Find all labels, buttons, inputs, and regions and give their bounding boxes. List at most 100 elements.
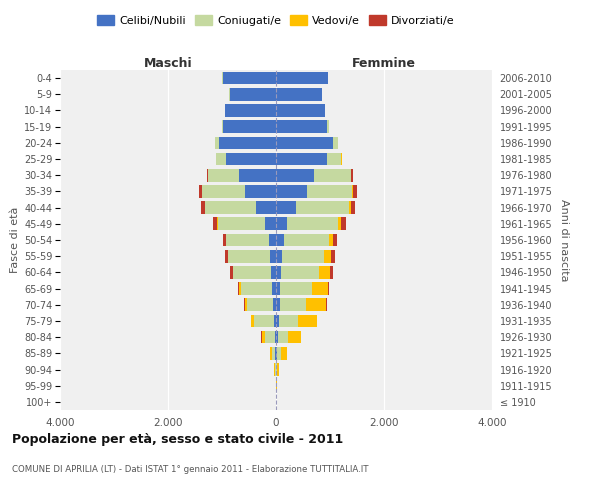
Bar xyxy=(328,282,329,295)
Bar xyxy=(282,250,324,262)
Bar xyxy=(276,72,328,85)
Text: Femmine: Femmine xyxy=(352,57,416,70)
Bar xyxy=(276,347,277,360)
Bar xyxy=(225,104,276,117)
Bar xyxy=(352,169,353,181)
Bar xyxy=(223,72,276,85)
Bar xyxy=(349,202,351,214)
Bar xyxy=(273,298,276,311)
Bar xyxy=(270,250,276,262)
Bar xyxy=(331,250,335,262)
Bar xyxy=(239,282,241,295)
Bar xyxy=(277,363,279,376)
Bar xyxy=(256,202,276,214)
Bar xyxy=(276,298,280,311)
Bar xyxy=(341,152,342,166)
Bar xyxy=(298,314,317,328)
Bar xyxy=(222,120,223,133)
Bar xyxy=(206,169,208,181)
Bar xyxy=(287,218,338,230)
Bar xyxy=(271,347,272,360)
Legend: Celibi/Nubili, Coniugati/e, Vedovi/e, Divorziati/e: Celibi/Nubili, Coniugati/e, Vedovi/e, Di… xyxy=(93,10,459,30)
Bar xyxy=(296,202,349,214)
Bar xyxy=(251,314,254,328)
Bar xyxy=(199,185,202,198)
Bar xyxy=(281,347,287,360)
Bar xyxy=(275,331,276,344)
Bar xyxy=(341,218,346,230)
Bar xyxy=(329,234,333,246)
Bar xyxy=(276,88,322,101)
Bar xyxy=(324,250,331,262)
Bar xyxy=(229,250,270,262)
Bar xyxy=(333,234,337,246)
Text: Popolazione per età, sesso e stato civile - 2011: Popolazione per età, sesso e stato civil… xyxy=(12,432,343,446)
Bar xyxy=(327,152,341,166)
Y-axis label: Anni di nascita: Anni di nascita xyxy=(559,198,569,281)
Bar xyxy=(226,152,276,166)
Bar xyxy=(230,266,233,278)
Bar xyxy=(284,234,329,246)
Bar xyxy=(269,234,276,246)
Bar xyxy=(327,120,329,133)
Bar xyxy=(208,169,239,181)
Y-axis label: Fasce di età: Fasce di età xyxy=(10,207,20,273)
Bar xyxy=(215,136,219,149)
Bar xyxy=(271,266,276,278)
Bar xyxy=(307,185,352,198)
Bar xyxy=(312,282,328,295)
Bar xyxy=(276,331,278,344)
Bar xyxy=(245,298,247,311)
Bar xyxy=(239,169,276,181)
Bar xyxy=(276,218,287,230)
Bar xyxy=(280,298,306,311)
Bar xyxy=(353,185,356,198)
Bar xyxy=(226,234,269,246)
Bar xyxy=(265,218,276,230)
Bar xyxy=(233,266,271,278)
Bar xyxy=(238,282,239,295)
Bar xyxy=(230,88,276,101)
Bar xyxy=(241,282,272,295)
Text: COMUNE DI APRILIA (LT) - Dati ISTAT 1° gennaio 2011 - Elaborazione TUTTITALIA.IT: COMUNE DI APRILIA (LT) - Dati ISTAT 1° g… xyxy=(12,466,368,474)
Bar xyxy=(254,314,274,328)
Bar xyxy=(276,314,279,328)
Bar xyxy=(245,185,276,198)
Bar xyxy=(279,314,298,328)
Bar xyxy=(201,202,205,214)
Bar xyxy=(274,314,276,328)
Bar xyxy=(314,169,351,181)
Bar xyxy=(244,298,245,311)
Bar xyxy=(202,185,245,198)
Bar xyxy=(280,282,312,295)
Bar xyxy=(276,202,296,214)
Bar xyxy=(338,218,341,230)
Bar xyxy=(276,250,282,262)
Bar xyxy=(351,202,355,214)
Bar xyxy=(276,120,327,133)
Bar xyxy=(225,250,228,262)
Bar xyxy=(214,218,217,230)
Bar xyxy=(272,347,275,360)
Text: Maschi: Maschi xyxy=(143,57,193,70)
Bar xyxy=(330,266,333,278)
Bar xyxy=(278,331,287,344)
Bar xyxy=(205,202,256,214)
Bar xyxy=(277,347,281,360)
Bar xyxy=(306,298,326,311)
Bar xyxy=(265,331,275,344)
Bar xyxy=(276,234,284,246)
Bar xyxy=(352,185,353,198)
Bar xyxy=(281,266,319,278)
Bar xyxy=(262,331,265,344)
Bar xyxy=(287,331,301,344)
Bar xyxy=(326,298,327,311)
Bar xyxy=(223,120,276,133)
Bar xyxy=(223,234,226,246)
Bar xyxy=(276,185,307,198)
Bar xyxy=(272,282,276,295)
Bar xyxy=(247,298,273,311)
Bar xyxy=(276,169,314,181)
Bar xyxy=(216,152,226,166)
Bar xyxy=(319,266,330,278)
